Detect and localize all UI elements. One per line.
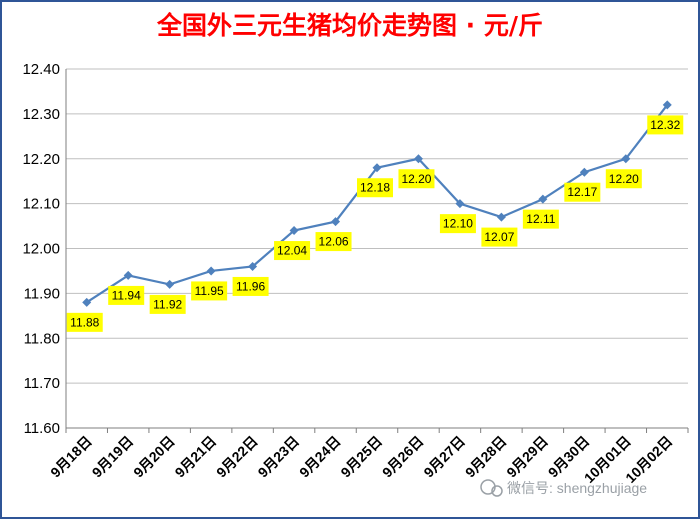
data-label-bg (274, 241, 311, 261)
data-label-bg (357, 178, 393, 198)
data-label-bg (522, 209, 559, 229)
data-point (123, 270, 133, 280)
y-tick-label: 11.90 (24, 285, 60, 302)
data-point (331, 217, 341, 227)
data-label: 12.10 (443, 217, 473, 231)
data-label-bg (191, 281, 228, 301)
data-point (579, 167, 589, 177)
watermark: 微信号: shengzhujiage (480, 479, 647, 497)
gridlines (66, 68, 688, 384)
data-point (248, 261, 258, 271)
y-tick-label: 12.10 (22, 196, 60, 213)
data-label: 12.07 (484, 230, 514, 244)
data-label-bg (108, 285, 145, 305)
data-point (289, 226, 299, 236)
y-tick-label: 12.00 (22, 241, 60, 258)
data-label: 12.06 (319, 235, 349, 249)
data-label-bg (149, 294, 186, 314)
data-label: 11.95 (195, 284, 224, 298)
data-label-bg (232, 276, 269, 296)
data-label: 11.92 (153, 297, 182, 311)
data-label: 12.11 (526, 212, 555, 226)
series-line (82, 100, 672, 307)
y-tick-label: 12.20 (22, 151, 60, 168)
data-labels: 11.88 11.94 11.92 11.95 11.96 12.04 12.06 12.18… (66, 115, 684, 332)
data-label-bg (398, 169, 435, 189)
y-tick-label: 11.70 (24, 375, 60, 392)
data-label-bg (647, 115, 684, 135)
y-tick-label: 12.30 (22, 106, 60, 123)
data-label-bg (605, 169, 642, 189)
data-label-bg (439, 214, 476, 234)
data-point (413, 154, 423, 164)
watermark-text: 微信号: shengzhujiage (507, 480, 647, 496)
data-point (372, 163, 382, 173)
data-point (662, 100, 672, 110)
data-point (621, 154, 631, 164)
data-point (455, 199, 465, 209)
data-label: 11.88 (70, 315, 99, 329)
data-label: 11.94 (112, 288, 141, 302)
data-point (496, 212, 506, 222)
data-label-bg (66, 312, 103, 332)
data-label: 12.20 (609, 172, 639, 186)
data-label: 12.17 (567, 185, 597, 199)
y-tick-label: 11.80 (24, 330, 60, 347)
data-label: 11.96 (236, 279, 265, 293)
wechat-icon-small (491, 485, 503, 497)
y-tick-label: 11.60 (24, 420, 60, 437)
y-tick-label: 12.40 (22, 61, 60, 78)
data-label: 12.18 (360, 181, 390, 195)
data-point (82, 297, 92, 307)
data-point (165, 279, 175, 289)
data-point (206, 266, 216, 276)
data-label: 12.20 (401, 172, 431, 186)
data-label: 12.32 (650, 118, 680, 132)
data-label-bg (564, 182, 601, 202)
data-label: 12.04 (277, 244, 307, 258)
data-label-bg (315, 232, 352, 252)
data-label-bg (481, 227, 518, 247)
data-point (538, 194, 548, 204)
chart-title: 全国外三元生猪均价走势图 · 元/斤 (156, 11, 543, 40)
